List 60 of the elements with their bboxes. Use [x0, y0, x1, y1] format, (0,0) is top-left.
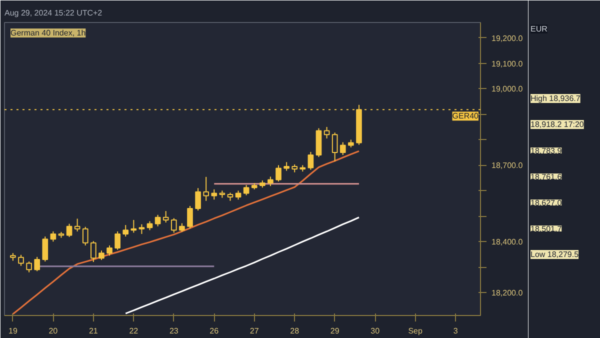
y-tick-label: 18,700.0	[492, 161, 524, 170]
x-tick-label: 19	[8, 326, 18, 336]
candlestick	[106, 244, 112, 256]
candlestick	[66, 223, 72, 238]
text: 18,918.2 17:20	[530, 120, 584, 129]
candlestick	[154, 214, 161, 227]
candlestick	[82, 226, 88, 246]
line-series	[12, 150, 360, 315]
candlestick	[203, 176, 209, 202]
candlestick	[114, 230, 120, 250]
candlestick	[42, 236, 48, 262]
candlestick	[50, 230, 56, 242]
text: 18,627.0	[530, 198, 562, 208]
candlestick	[211, 188, 218, 200]
text: 18,783.9	[530, 146, 562, 156]
text: 18,501.7	[530, 224, 562, 234]
candlestick	[98, 250, 104, 260]
ref-line-label: GER40	[452, 112, 480, 121]
y-tick-label: 19,000.0	[492, 84, 524, 94]
text: High 18,936.7	[530, 94, 581, 103]
x-tick-label: 21	[88, 326, 98, 336]
text: 18,761.6	[530, 172, 562, 182]
y-axis-title: EUR	[530, 24, 548, 34]
chart-subtitle: Aug 29, 2024 15:22 UTC+2	[4, 8, 103, 18]
x-tick-label: 26	[210, 326, 220, 336]
candlestick	[195, 188, 201, 212]
candlestick	[308, 151, 314, 170]
candlestick	[324, 126, 330, 139]
x-tick-label: 22	[129, 326, 139, 336]
x-tick-label: 30	[370, 326, 380, 336]
candlestick	[332, 132, 338, 162]
candlestick	[187, 205, 193, 229]
text: Low 18,279.5	[530, 250, 580, 259]
candlestick	[340, 142, 346, 156]
y-tick-label: 19,100.0	[492, 59, 524, 68]
y-tick-label: 18,400.0	[492, 238, 524, 247]
x-tick-label: 20	[48, 326, 58, 336]
candlestick	[162, 210, 169, 224]
x-tick-label: 3	[453, 326, 458, 336]
x-tick-label: 27	[250, 326, 260, 336]
candlestick	[138, 224, 145, 234]
candlestick	[130, 219, 137, 234]
y-tick-label: 18,200.0	[492, 288, 524, 298]
candlestick	[170, 218, 177, 234]
candlestick	[18, 254, 24, 266]
x-tick-label: 28	[290, 326, 300, 336]
text: German 40 Index, 1h	[10, 28, 86, 38]
x-tick-label: 23	[169, 326, 179, 336]
y-tick-label: 19,200.0	[492, 34, 524, 43]
candlestick	[243, 184, 250, 196]
line-series	[124, 216, 360, 314]
x-tick-label: Sep	[408, 326, 423, 336]
candlestick	[122, 224, 129, 238]
candlestick	[276, 164, 282, 182]
candlestick	[268, 176, 274, 187]
candlestick	[34, 256, 40, 272]
candlestick	[74, 218, 80, 232]
x-tick-label: 29	[330, 326, 340, 336]
candlestick	[90, 240, 96, 262]
candlestick	[26, 260, 32, 273]
